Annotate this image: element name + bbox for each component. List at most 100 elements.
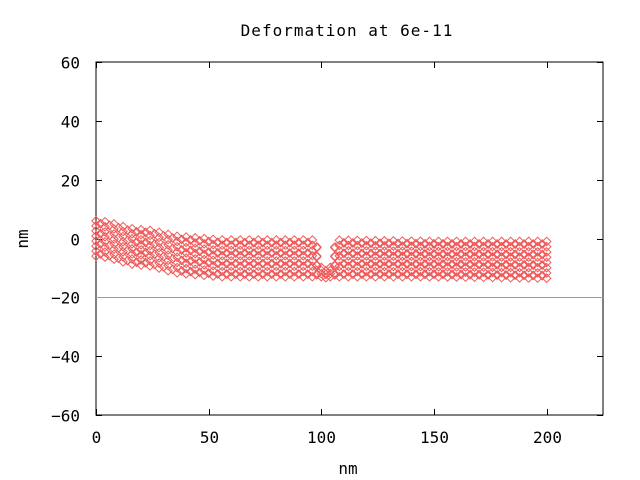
data-point [402,238,412,249]
data-point [235,271,246,282]
data-point [379,246,390,256]
data-point [361,251,372,261]
data-point [289,245,300,256]
data-point [212,258,223,269]
data-point [100,252,110,262]
data-point [361,256,372,267]
data-point [280,250,291,261]
data-point [271,240,282,251]
data-point [347,269,358,280]
data-point [523,246,534,257]
data-point [442,246,453,257]
data-point [244,240,255,251]
data-point [190,243,201,254]
data-point [514,252,525,262]
data-point [496,241,507,252]
data-point [293,258,304,269]
data-point [172,241,183,252]
x-tick-label: 150 [420,428,449,447]
data-point [316,262,327,273]
data-point [190,253,201,264]
data-point [483,239,493,249]
data-point [356,248,367,259]
data-point [338,269,349,280]
data-point [334,250,345,261]
data-point [190,238,201,248]
data-point [257,237,268,248]
data-point [154,247,165,258]
data-point [388,236,399,246]
data-point [203,247,214,258]
data-point [451,241,462,252]
data-point [217,240,228,251]
data-point [537,249,548,260]
data-point [158,231,169,241]
data-point [298,266,309,277]
data-point [248,258,259,269]
data-point [474,239,484,249]
data-point [289,250,300,261]
data-point [199,233,210,244]
data-point [145,260,155,271]
data-point [343,256,354,267]
data-point [163,265,174,276]
data-point [181,253,192,263]
data-point [149,229,160,239]
data-point [514,267,525,278]
y-tick-label: 60 [61,54,80,73]
data-point [370,251,381,262]
data-point [397,261,408,272]
data-point [271,256,282,266]
data-point [293,248,304,258]
data-point [145,255,155,266]
data-point [302,258,313,269]
data-point [118,246,128,257]
data-point [145,250,155,261]
data-point [199,244,210,255]
data-point [217,250,228,261]
data-point [393,269,403,280]
data-point [496,257,507,268]
data-point [163,260,174,271]
data-point [384,238,394,249]
data-point [541,268,552,278]
data-point [284,258,295,269]
data-point [154,258,165,268]
data-point [334,245,345,256]
data-point [91,246,101,257]
data-point [181,258,192,269]
data-point [145,225,155,236]
data-point [158,241,169,252]
data-point [528,260,539,270]
data-point [393,238,403,249]
data-point [456,238,466,249]
data-point [136,234,146,245]
data-point [447,269,457,280]
data-point [154,232,165,243]
data-point [438,249,448,259]
data-point [433,266,444,277]
data-point [136,239,146,250]
data-point [208,265,219,276]
data-point [393,258,403,269]
data-point [266,258,277,269]
data-point [469,246,480,257]
data-point [100,242,110,252]
data-point [163,239,174,250]
data-point [289,235,300,245]
data-point [271,250,282,261]
data-point [307,271,318,282]
data-point [208,255,219,266]
data-point [510,249,521,260]
data-point [505,246,516,257]
data-point [127,259,137,269]
data-point [420,238,430,249]
data-point [230,269,241,280]
data-point [91,251,101,262]
data-point [519,270,530,281]
data-point [460,256,471,267]
data-point [365,269,376,280]
data-point [469,272,480,283]
x-tick-label: 50 [200,428,219,447]
data-point [154,227,165,238]
